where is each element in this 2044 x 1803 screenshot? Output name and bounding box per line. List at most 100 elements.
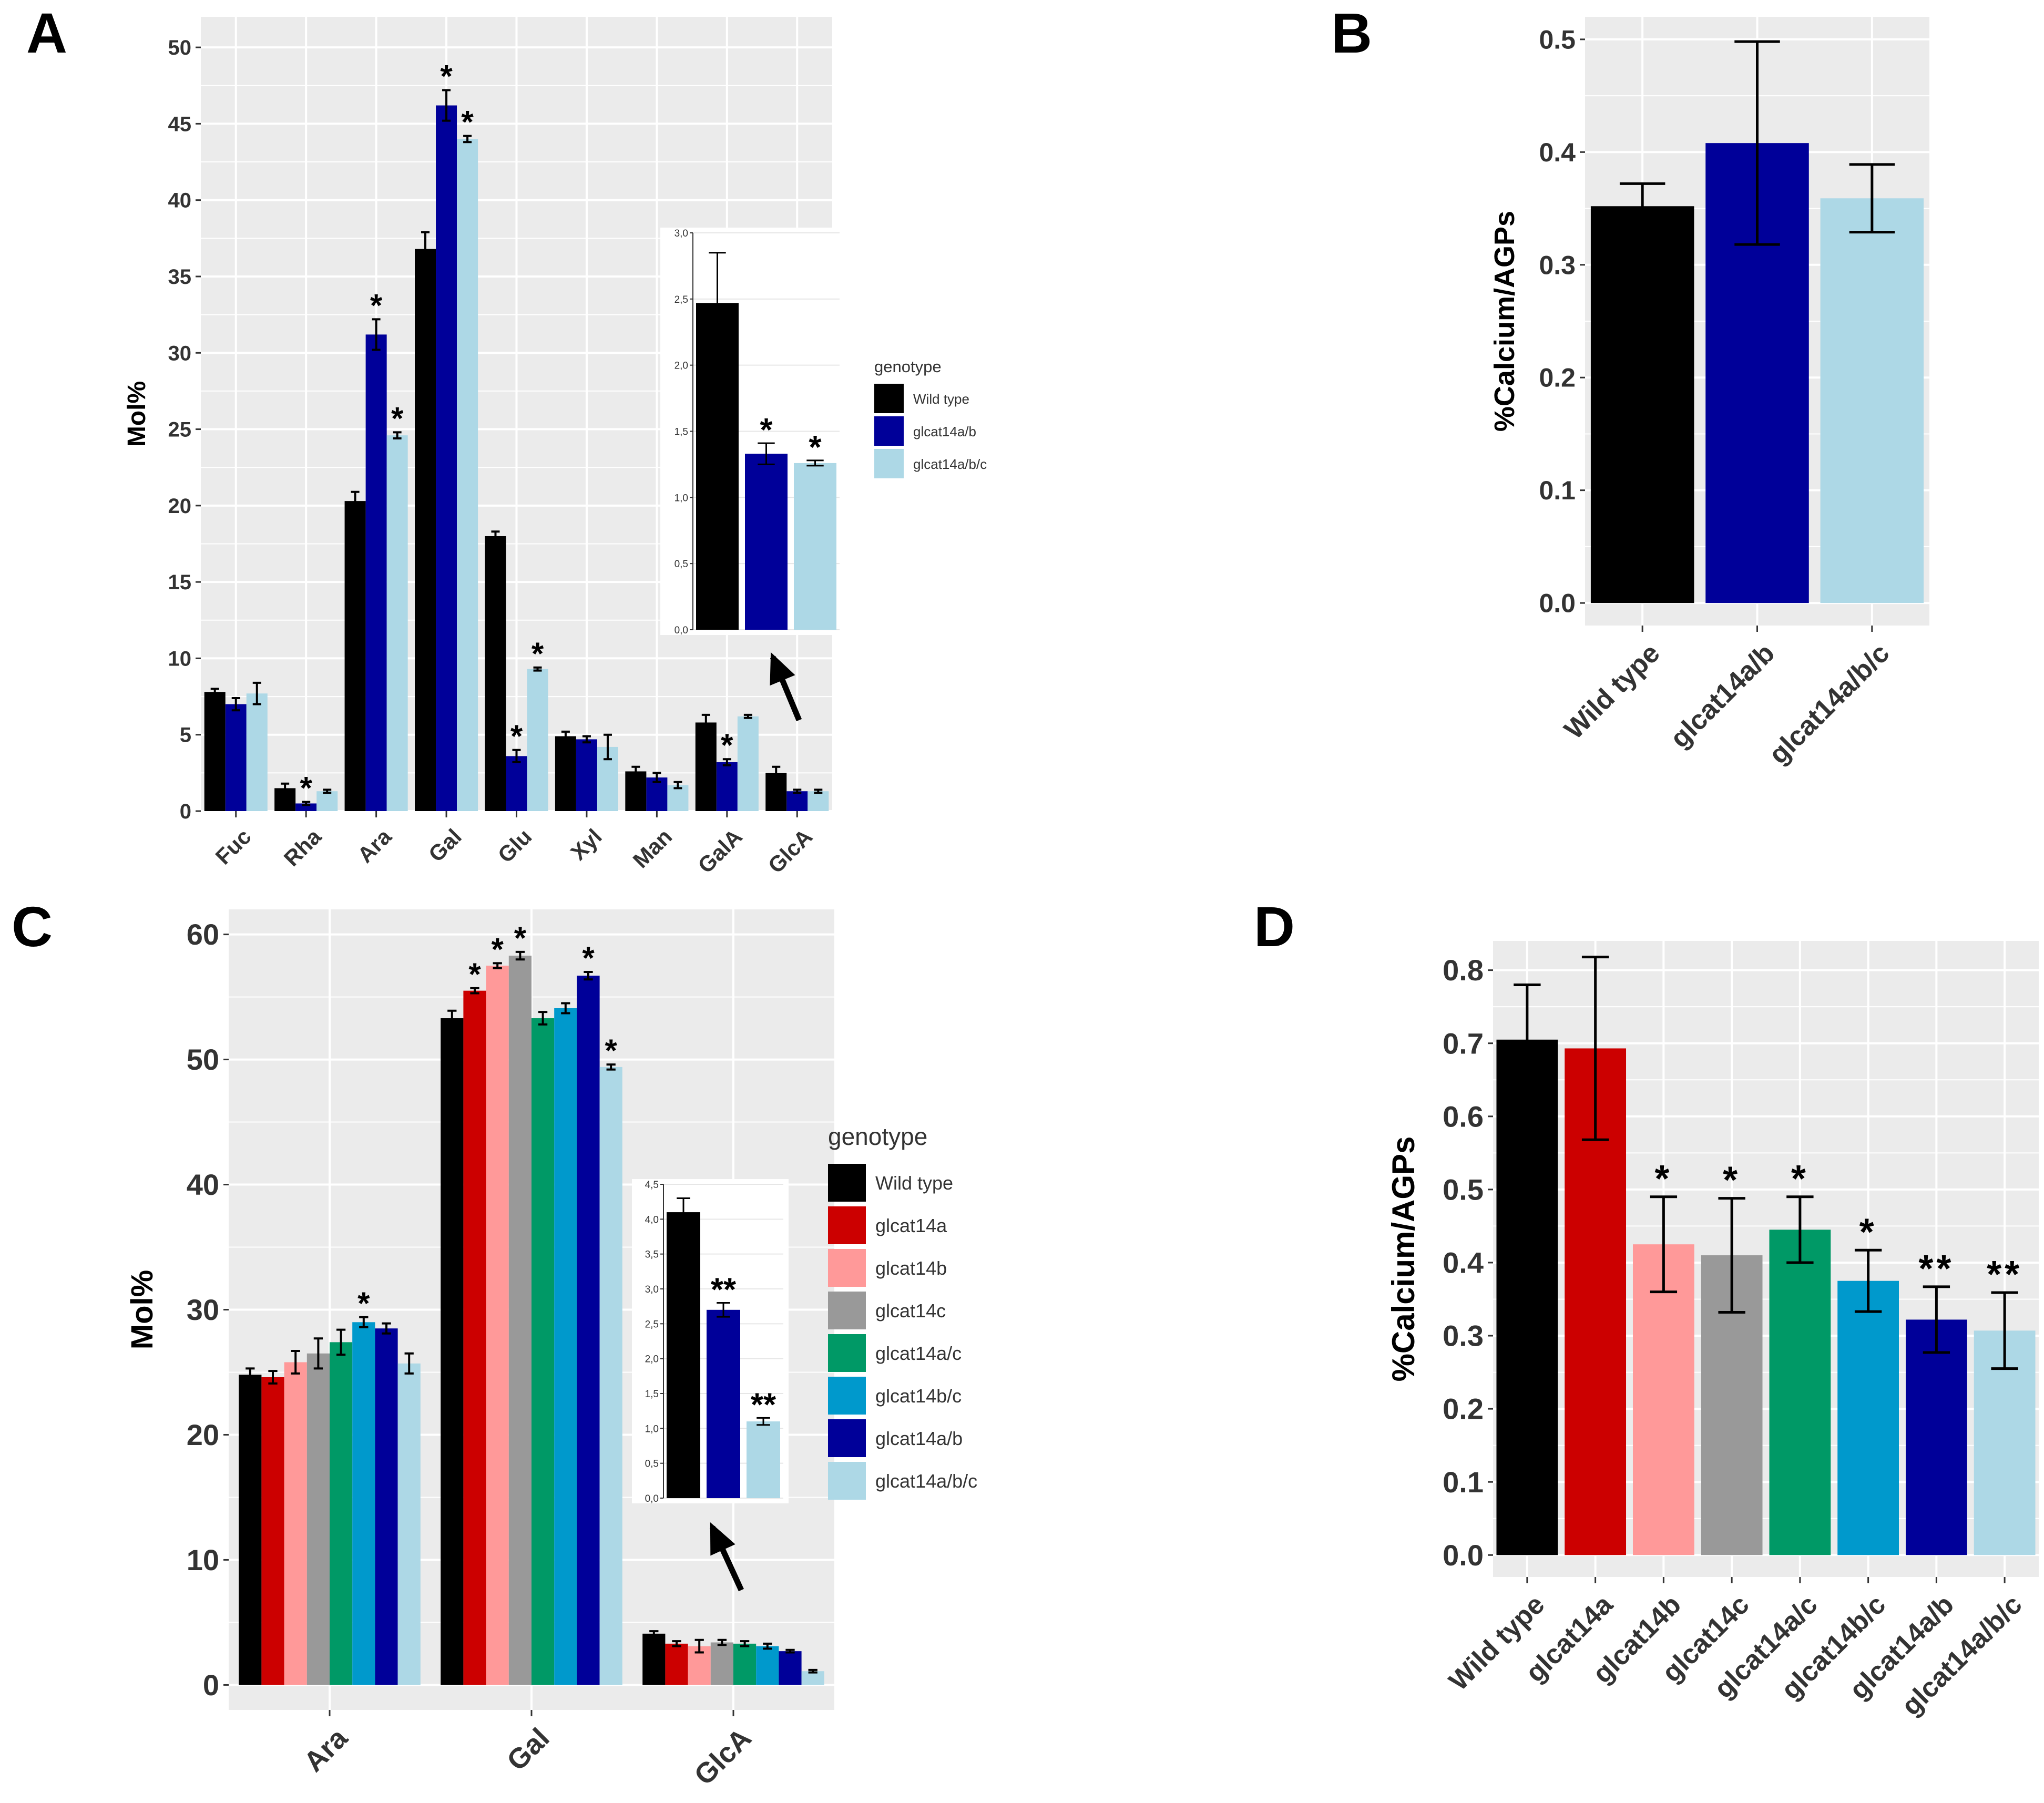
panel-label-D: D [1254,895,1295,958]
legend-title: genotype [828,1123,927,1150]
error-bar [561,730,570,742]
error-bar [359,1316,369,1328]
arrow-head [710,1522,735,1556]
bar [295,803,317,811]
legend-key [828,1462,866,1500]
x-tick-label: GlcA [688,1722,758,1791]
x-tick-label: glcat14a/b/c [1896,1589,2028,1722]
bar [375,1328,398,1685]
bar [642,1633,666,1685]
inset-significance-star: * [809,429,822,466]
y-tick-label: 35 [168,265,192,289]
error-bar [1734,40,1780,246]
significance-star: * [582,940,595,976]
error-bar [1650,1195,1678,1294]
bar [1820,198,1924,603]
error-bar [447,1009,457,1027]
y-tick-label: 0.0 [1539,589,1576,618]
significance-star: * [514,920,527,956]
significance-star: ** [1918,1248,1954,1290]
significance-star: * [1859,1211,1877,1253]
bar [1905,1319,1967,1555]
inset-y-tick-label: 0,5 [674,559,688,570]
bar [695,722,717,811]
significance-star: * [510,719,523,754]
y-tick-label: 0.7 [1443,1027,1484,1060]
bar [225,704,247,811]
error-bar [281,782,290,794]
legend-title: genotype [874,357,942,376]
error-bar [291,1350,300,1375]
significance-star: * [300,771,312,806]
bar [599,1067,622,1685]
x-tick-label: glcat14a/b [1664,638,1781,754]
error-bar [649,1630,659,1637]
inset-bar [707,1309,740,1498]
error-bar [252,681,261,705]
inset-y-tick-label: 1,0 [645,1423,659,1435]
y-tick-label: 0.1 [1443,1466,1484,1499]
error-bar [210,688,219,696]
y-tick-label: 10 [187,1543,219,1576]
error-bar [302,801,311,806]
bar [284,1362,307,1685]
y-tick-label: 0.5 [1443,1173,1484,1206]
x-tick-label: Man [628,824,677,873]
inset-bar [794,463,836,630]
bar [485,536,506,811]
bar [576,739,597,811]
error-bar [268,1370,278,1385]
x-tick-label: Gal [501,1722,556,1777]
error-bar [246,1367,255,1382]
error-bar [740,1640,750,1647]
inset-error-bar [717,1302,730,1318]
inset-y-tick-label: 4,5 [645,1180,659,1191]
x-tick-label: Gal [424,824,466,867]
bar [527,669,548,811]
inset-chart: 0,0 0,5 1,0 1,5 2,0 2,5 3,0 3,5 4,0 4,5 ** ** [632,1179,789,1504]
y-tick-label: 30 [168,342,192,365]
bar [1496,1039,1558,1555]
bar [1590,206,1694,603]
bar [710,1642,733,1685]
error-bar [561,1002,570,1015]
inset-error-bar [758,442,775,465]
significance-star: * [1723,1160,1741,1202]
inset-error-bar [757,1417,770,1426]
x-tick-label: glcat14a/b/c [1763,638,1896,770]
bar [786,791,808,811]
legend-label: glcat14a/c [875,1343,962,1364]
bar [344,501,366,811]
error-bar [512,749,521,764]
x-tick-label: GalA [693,824,747,878]
inset-y-tick-label: 2,0 [645,1354,659,1365]
inset-y-tick-label: 1,5 [645,1389,659,1400]
bar [577,976,600,1685]
y-tick-label: 0.2 [1443,1392,1484,1426]
y-tick-label: 40 [187,1168,219,1201]
inset-y-tick-label: 3,5 [645,1249,659,1261]
inset-error-bar [677,1197,690,1227]
error-bar [393,431,402,439]
y-tick-label: 25 [168,418,192,442]
error-bar [493,962,502,969]
x-tick-label: Ara [298,1722,354,1778]
error-bar [463,135,472,144]
inset-y-tick-label: 2,5 [645,1319,659,1330]
significance-star: * [468,957,481,992]
inset-significance-star: ** [751,1387,776,1423]
bar [532,1018,555,1685]
legend-label: glcat14a/b [875,1428,963,1449]
bar [352,1322,375,1685]
legend-label: glcat14b/c [875,1385,962,1407]
bar [457,139,478,811]
error-bar [717,1638,727,1646]
legend-key [828,1419,866,1457]
x-tick-label: Glu [493,824,537,868]
bar [365,334,387,811]
y-tick-label: 30 [187,1293,219,1326]
inset-bar [696,303,739,630]
error-bar [1991,1291,2018,1370]
bar [665,1643,688,1685]
error-bar [1581,956,1609,1141]
